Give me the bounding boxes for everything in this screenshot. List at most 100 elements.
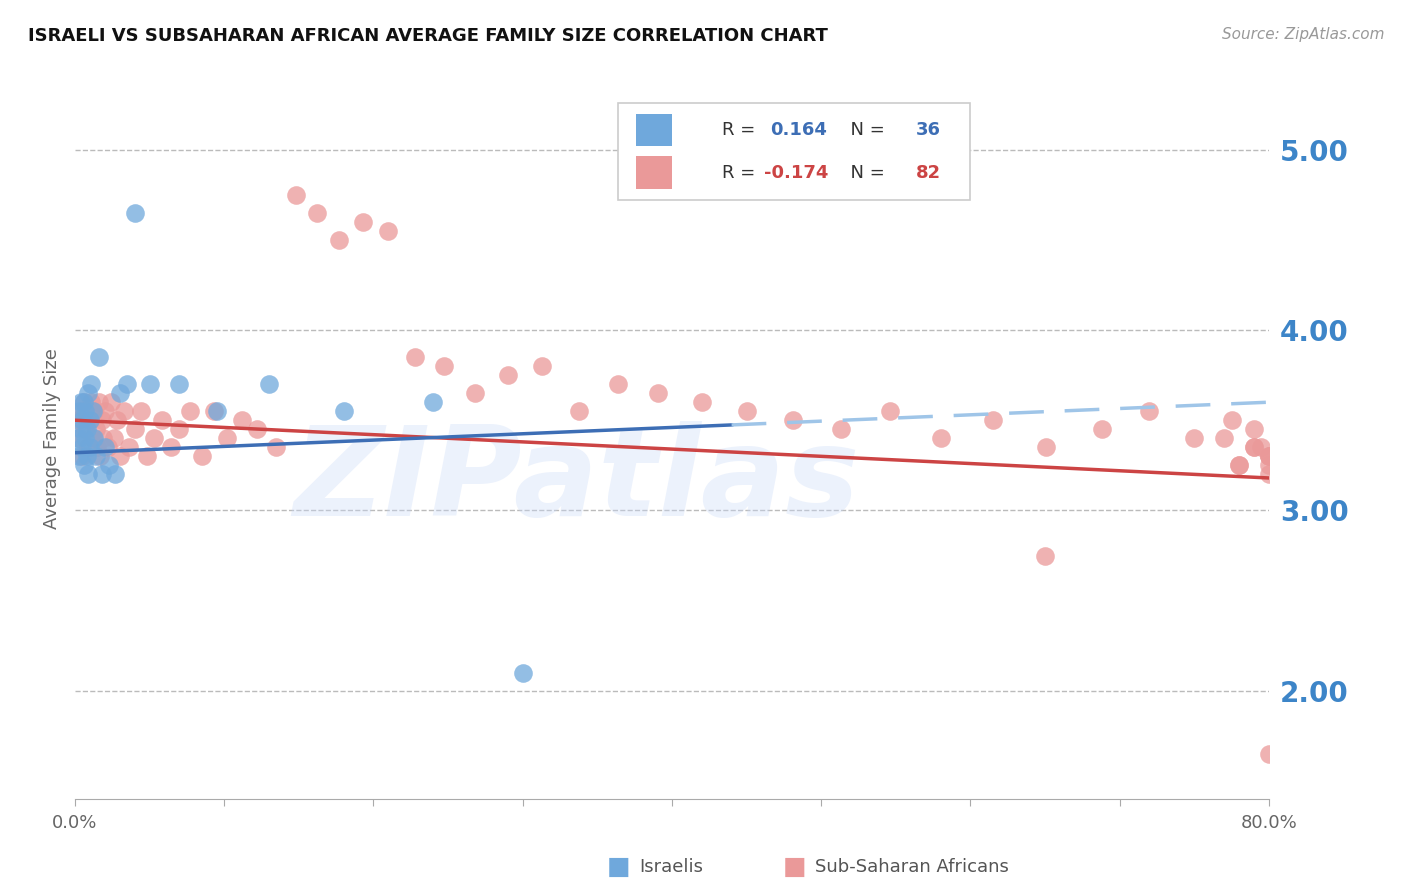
Point	[69, 450, 91, 464]
Point	[1257, 450, 1279, 464]
Point	[512, 665, 534, 680]
Point	[879, 404, 901, 418]
Point	[1272, 458, 1295, 473]
Point	[108, 450, 131, 464]
Point	[108, 386, 131, 401]
Point	[79, 413, 101, 427]
Point	[1243, 440, 1265, 454]
Point	[66, 431, 89, 445]
Point	[690, 395, 713, 409]
Text: 0.164: 0.164	[770, 121, 827, 139]
Point	[72, 440, 94, 454]
Point	[93, 431, 115, 445]
Point	[981, 413, 1004, 427]
Point	[1227, 458, 1250, 473]
Point	[1257, 450, 1279, 464]
Point	[1243, 422, 1265, 436]
Point	[138, 377, 160, 392]
Point	[83, 431, 105, 445]
Point	[404, 350, 426, 364]
Point	[496, 368, 519, 383]
Point	[135, 450, 157, 464]
Point	[1257, 747, 1279, 761]
Point	[73, 458, 96, 473]
Point	[1257, 458, 1279, 473]
Point	[79, 413, 101, 427]
Point	[1220, 413, 1243, 427]
Text: Source: ZipAtlas.com: Source: ZipAtlas.com	[1222, 27, 1385, 42]
Point	[352, 215, 374, 229]
Point	[217, 431, 239, 445]
Point	[159, 440, 181, 454]
Point	[124, 206, 146, 220]
Point	[1182, 431, 1205, 445]
Point	[94, 404, 117, 418]
Point	[77, 467, 100, 482]
Point	[257, 377, 280, 392]
Point	[782, 413, 804, 427]
Point	[90, 413, 112, 427]
Text: ■: ■	[783, 855, 806, 879]
Point	[830, 422, 852, 436]
Point	[328, 233, 350, 247]
Point	[1257, 450, 1279, 464]
Text: 36: 36	[915, 121, 941, 139]
Point	[75, 404, 97, 418]
Point	[179, 404, 201, 418]
Point	[82, 404, 104, 418]
Point	[104, 467, 127, 482]
Point	[87, 350, 110, 364]
Point	[1243, 440, 1265, 454]
Point	[112, 404, 135, 418]
Text: Sub-Saharan Africans: Sub-Saharan Africans	[815, 858, 1010, 876]
Point	[84, 422, 107, 436]
Point	[70, 404, 93, 418]
Point	[86, 440, 108, 454]
Text: R =: R =	[723, 164, 761, 182]
Point	[105, 413, 128, 427]
FancyBboxPatch shape	[619, 103, 970, 200]
Point	[80, 395, 103, 409]
Point	[98, 458, 121, 473]
Point	[735, 404, 758, 418]
Point	[191, 450, 214, 464]
Point	[84, 450, 107, 464]
Point	[1272, 711, 1295, 725]
Point	[76, 450, 98, 464]
Point	[87, 395, 110, 409]
Point	[77, 440, 100, 454]
Point	[73, 395, 96, 409]
Point	[129, 404, 152, 418]
Point	[169, 422, 191, 436]
Point	[464, 386, 486, 401]
Point	[150, 413, 173, 427]
Point	[97, 440, 120, 454]
Text: ZIPatlas: ZIPatlas	[294, 421, 859, 542]
Point	[72, 450, 94, 464]
Point	[422, 395, 444, 409]
Point	[169, 377, 191, 392]
Point	[72, 413, 94, 427]
Point	[75, 422, 97, 436]
Point	[332, 404, 354, 418]
Point	[80, 377, 103, 392]
Point	[118, 440, 141, 454]
Y-axis label: Average Family Size: Average Family Size	[44, 348, 60, 529]
Point	[1091, 422, 1114, 436]
Point	[231, 413, 253, 427]
Point	[1227, 458, 1250, 473]
Point	[1257, 467, 1279, 482]
Point	[73, 395, 96, 409]
Point	[568, 404, 591, 418]
Text: 82: 82	[915, 164, 941, 182]
Point	[115, 377, 138, 392]
Point	[1035, 440, 1057, 454]
Text: -0.174: -0.174	[763, 164, 828, 182]
Point	[1213, 431, 1236, 445]
Point	[83, 404, 105, 418]
Point	[205, 404, 228, 418]
Point	[70, 422, 93, 436]
Text: N =: N =	[839, 121, 890, 139]
Point	[100, 395, 122, 409]
Point	[433, 359, 456, 373]
